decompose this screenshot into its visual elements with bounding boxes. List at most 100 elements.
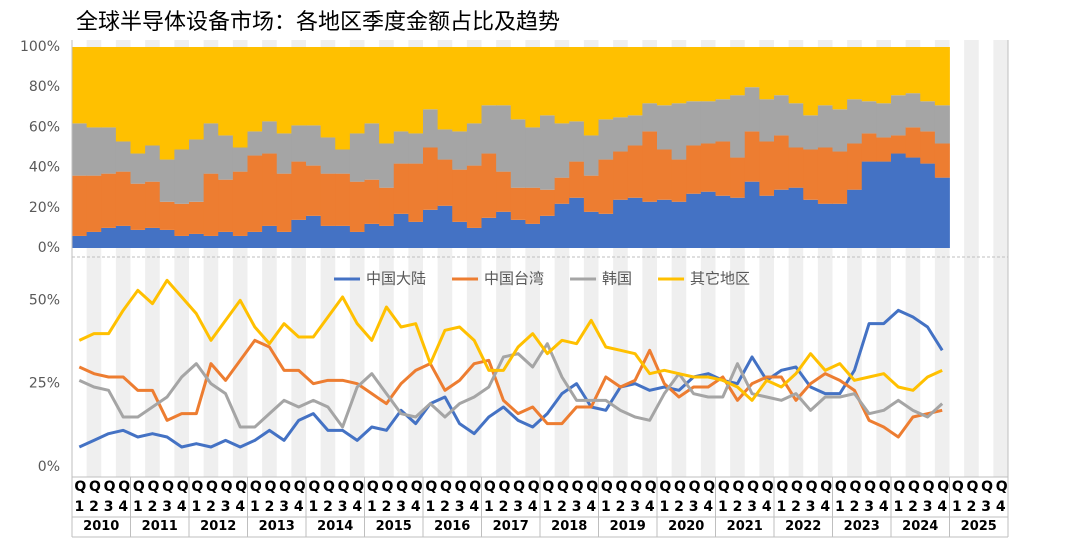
bar-segment <box>583 175 599 212</box>
bar-segment <box>744 47 760 88</box>
bar-segment <box>408 163 424 222</box>
x-tick-label: Q2 <box>147 479 160 515</box>
bar-segment <box>174 149 190 204</box>
bar-segment <box>730 47 746 96</box>
bar-segment <box>847 143 863 190</box>
bar-segment <box>452 131 468 170</box>
x-tick-label: Q4 <box>118 479 131 515</box>
bar-segment <box>452 221 468 248</box>
bar-segment <box>642 131 658 202</box>
bar-segment <box>510 219 526 248</box>
x-tick-label: Q1 <box>191 479 204 515</box>
bar-segment <box>408 133 424 164</box>
bar-segment <box>657 149 673 200</box>
bar-segment <box>232 47 248 148</box>
bar-segment <box>700 47 716 102</box>
bar-segment <box>891 153 907 248</box>
x-tick-label: Q3 <box>571 479 584 515</box>
bar-segment <box>671 201 687 248</box>
bar-segment <box>715 47 731 100</box>
x-tick-label: Q3 <box>337 479 350 515</box>
bar-segment <box>393 47 409 132</box>
bar-segment <box>613 151 629 200</box>
bar-segment <box>554 177 570 204</box>
bar-segment <box>627 47 643 116</box>
bar-segment <box>715 99 731 142</box>
bar-segment <box>759 195 775 248</box>
bar-segment <box>159 47 175 160</box>
bar-segment <box>159 229 175 248</box>
bar-segment <box>393 213 409 248</box>
x-tick-label: Q2 <box>264 479 277 515</box>
bar-segment <box>583 47 599 136</box>
x-tick-label: Q1 <box>951 479 964 515</box>
bar-segment <box>774 135 790 190</box>
bar-segment <box>335 47 351 150</box>
bar-segment <box>613 117 629 152</box>
bar-segment <box>408 221 424 248</box>
bar-segment <box>905 47 921 94</box>
x-group-label: 2013 <box>258 519 295 534</box>
bar-segment <box>817 105 833 148</box>
bar-segment <box>247 47 263 132</box>
x-group-label: 2014 <box>317 519 354 534</box>
bar-segment <box>320 47 336 138</box>
bar-segment <box>276 231 292 248</box>
x-tick-label: Q2 <box>966 479 979 515</box>
bar-segment <box>832 47 848 110</box>
bar-segment <box>583 135 599 176</box>
bar-segment <box>306 165 322 216</box>
bar-segment <box>306 47 322 126</box>
legend-label: 韩国 <box>602 270 632 288</box>
bar-segment <box>817 147 833 204</box>
bar-segment <box>598 159 614 214</box>
bar-segment <box>481 153 497 218</box>
x-group-label: 2025 <box>960 519 997 534</box>
bar-segment <box>920 163 936 248</box>
bar-segment <box>583 211 599 248</box>
x-tick-label: Q4 <box>995 479 1008 515</box>
bar-segment <box>86 127 102 176</box>
bar-segment <box>598 47 614 120</box>
bar-segment <box>349 181 365 232</box>
x-tick-label: Q1 <box>366 479 379 515</box>
bar-segment <box>349 231 365 248</box>
bar-segment <box>934 47 950 106</box>
bar-segment <box>145 227 161 248</box>
bar-segment <box>159 201 175 230</box>
x-tick-label: Q3 <box>864 479 876 515</box>
x-group-label: 2024 <box>902 519 939 534</box>
bar-segment <box>774 47 790 96</box>
bar-segment <box>876 103 892 138</box>
bar-segment <box>86 231 102 248</box>
x-tick-label: Q3 <box>630 479 642 515</box>
bar-segment <box>832 109 848 152</box>
bar-segment <box>861 161 877 248</box>
bar-segment <box>642 201 658 248</box>
bar-segment <box>262 225 278 248</box>
bar-segment <box>832 151 848 204</box>
bar-segment <box>613 199 629 248</box>
x-tick-label: Q4 <box>761 479 774 515</box>
bar-segment <box>423 109 439 148</box>
bar-segment <box>203 173 219 236</box>
bar-segment <box>744 87 760 132</box>
bar-segment <box>101 227 117 248</box>
x-tick-label: Q4 <box>235 479 248 515</box>
bar-segment <box>744 131 760 182</box>
bar-segment <box>291 161 307 220</box>
bar-segment <box>861 133 877 162</box>
bar-segment <box>861 47 877 102</box>
bar-segment <box>130 229 146 248</box>
bar-segment <box>247 155 263 232</box>
bar-segment <box>817 47 833 106</box>
y-tick-label: 0% <box>38 459 60 475</box>
bar-segment <box>905 127 921 158</box>
x-tick-label: Q3 <box>396 479 408 515</box>
x-group-label: 2015 <box>375 519 412 534</box>
bar-segment <box>627 145 643 198</box>
bar-segment <box>540 47 556 116</box>
bar-segment <box>496 105 512 172</box>
bar-segment <box>496 47 512 106</box>
bar-segment <box>291 47 307 126</box>
